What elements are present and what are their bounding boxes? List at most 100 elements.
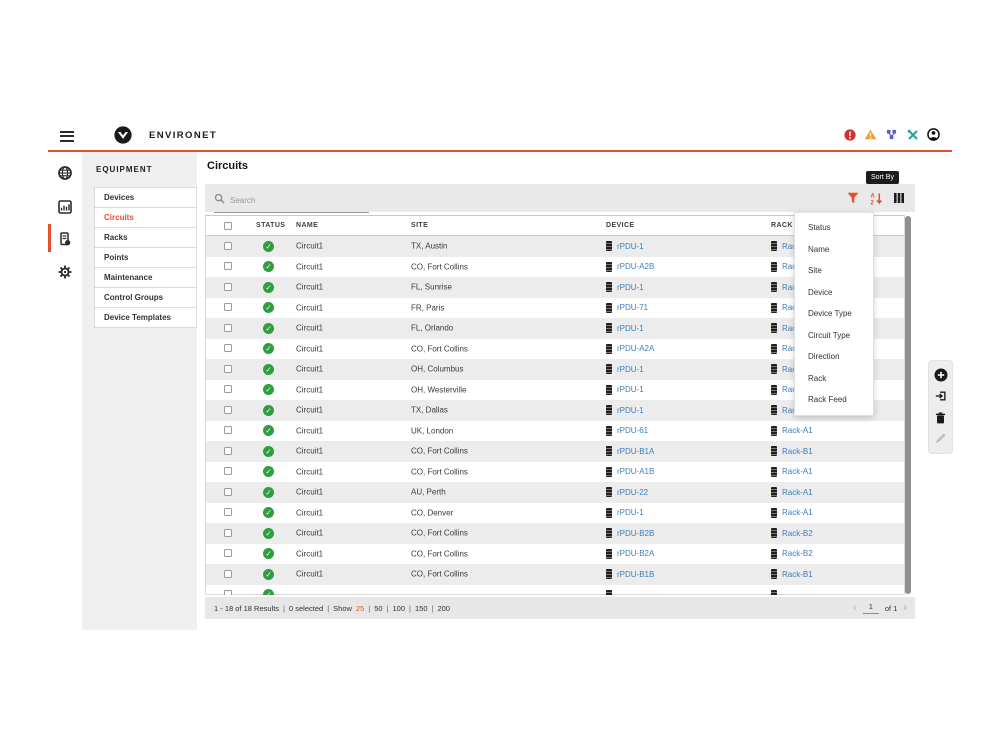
table-row[interactable]: ✓ Circuit1 CO, Fort Collins rPDU-A1B Rack-A1 — [206, 462, 904, 483]
rack-link[interactable]: Rack-A1 — [782, 467, 813, 477]
page-size-25[interactable]: 25 — [355, 604, 365, 613]
rack-link[interactable]: Rack-B1 — [782, 446, 813, 456]
table-row[interactable]: ✓ Circuit1 CO, Fort Collins rPDU-B1B Rack-B1 — [206, 564, 904, 585]
table-row[interactable]: ✓ Circuit1 AU, Perth rPDU-22 Rack-A1 — [206, 482, 904, 503]
maintenance-icon[interactable] — [906, 128, 919, 141]
rack-link[interactable]: Rac — [782, 323, 797, 333]
equipment-icon[interactable] — [58, 232, 72, 246]
device-link[interactable]: rPDU-1 — [617, 508, 644, 518]
search-input[interactable] — [230, 195, 360, 205]
column-header-name[interactable]: NAME — [296, 222, 319, 229]
row-checkbox[interactable] — [224, 569, 232, 578]
device-link[interactable]: rPDU-1 — [617, 405, 644, 415]
import-icon[interactable] — [934, 389, 948, 403]
device-link[interactable]: rPDU-1 — [617, 385, 644, 395]
row-checkbox[interactable] — [224, 282, 232, 291]
table-row[interactable]: ✓ Circuit1 FL, Sunrise rPDU-1 Rac — [206, 277, 904, 298]
sort-option-status[interactable]: Status — [808, 223, 831, 232]
select-all-checkbox[interactable] — [224, 222, 232, 230]
sort-option-circuit-type[interactable]: Circuit Type — [808, 330, 851, 340]
device-link[interactable]: rPDU-1 — [617, 282, 644, 292]
device-link[interactable]: rPDU-B1A — [617, 446, 655, 456]
device-link[interactable]: rPDU-A2B — [617, 262, 655, 272]
row-checkbox[interactable] — [224, 303, 232, 312]
page-size-200[interactable]: 200 — [437, 604, 450, 613]
row-checkbox[interactable] — [224, 344, 232, 353]
sort-option-rack-feed[interactable]: Rack Feed — [808, 395, 847, 404]
next-page-icon[interactable]: › — [903, 602, 907, 614]
table-row[interactable]: ✓ Circuit1 CO, Fort Collins rPDU-A2A Rac — [206, 339, 904, 360]
table-row[interactable]: ✓ Circuit1 CO, Fort Collins rPDU-A2B Rac — [206, 257, 904, 278]
menu-icon[interactable] — [60, 131, 74, 142]
row-checkbox[interactable] — [224, 385, 232, 394]
row-checkbox[interactable] — [224, 364, 232, 373]
device-link[interactable]: rPDU-22 — [617, 487, 649, 497]
row-checkbox[interactable] — [224, 446, 232, 455]
page-number-input[interactable]: 1 — [862, 602, 879, 614]
critical-alarm-icon[interactable] — [843, 128, 856, 141]
table-row[interactable]: ✓ Circuit1 CO, Fort Collins rPDU-B1A Rack-B1 — [206, 441, 904, 462]
add-icon[interactable] — [934, 368, 948, 382]
rack-link[interactable]: Rac — [782, 241, 797, 251]
edit-icon[interactable] — [934, 432, 948, 446]
rack-link[interactable]: Rac — [782, 364, 797, 374]
column-header-device[interactable]: DEVICE — [606, 222, 635, 229]
row-checkbox[interactable] — [224, 528, 232, 537]
table-row[interactable]: ✓ Circuit1 CO, Fort Collins rPDU-B2A Rack-B2 — [206, 544, 904, 565]
column-header-rack[interactable]: RACK — [771, 222, 793, 229]
user-account-icon[interactable] — [927, 128, 940, 141]
table-row[interactable]: ✓ Circuit1 CO, Fort Collins rPDU-B2B Rack-B2 — [206, 523, 904, 544]
device-link[interactable]: rPDU-1 — [617, 364, 644, 374]
device-link[interactable]: rPDU-71 — [617, 303, 649, 313]
device-link[interactable]: rPDU-1 — [617, 241, 644, 251]
sort-option-site[interactable]: Site — [808, 266, 822, 275]
column-header-site[interactable]: SITE — [411, 222, 429, 229]
warning-alarm-icon[interactable] — [864, 128, 877, 141]
rack-link[interactable]: Rac — [782, 282, 797, 292]
row-checkbox[interactable] — [224, 426, 232, 435]
globe-icon[interactable] — [58, 166, 72, 180]
rack-link[interactable]: Rack-A1 — [782, 508, 813, 518]
device-link[interactable]: rPDU-61 — [617, 426, 649, 436]
row-checkbox[interactable] — [224, 487, 232, 496]
rack-link[interactable]: Rack-B2 — [782, 549, 813, 559]
device-link[interactable]: rPDU-B2B — [617, 528, 655, 538]
table-scrollbar[interactable] — [905, 216, 911, 594]
sidebar-item-maintenance[interactable]: Maintenance — [94, 267, 197, 288]
device-link[interactable]: rPDU-A2A — [617, 344, 655, 354]
rack-link[interactable]: Rac — [782, 262, 797, 272]
row-checkbox[interactable] — [224, 323, 232, 332]
column-header-status[interactable]: STATUS — [256, 222, 286, 229]
rack-link[interactable]: Rack-B1 — [782, 569, 813, 579]
table-row[interactable]: ✓ Circuit1 OH, Columbus rPDU-1 Rac — [206, 359, 904, 380]
rack-link[interactable]: Rack-A1 — [782, 487, 813, 497]
table-row[interactable]: ✓ Circuit1 CO, Denver rPDU-1 Rack-A1 — [206, 503, 904, 524]
sort-option-rack[interactable]: Rack — [808, 373, 827, 383]
sidebar-item-control-groups[interactable]: Control Groups — [94, 287, 197, 308]
page-size-100[interactable]: 100 — [392, 604, 406, 613]
rack-link[interactable]: Rac — [782, 344, 797, 354]
table-row[interactable]: ✓ Circuit1 FL, Orlando rPDU-1 Rac — [206, 318, 904, 339]
filter-icon[interactable] — [846, 191, 860, 205]
sort-option-device[interactable]: Device — [808, 287, 833, 297]
delete-icon[interactable] — [934, 411, 948, 425]
device-link[interactable]: rPDU-B2A — [617, 549, 655, 559]
device-link[interactable]: rPDU-A1B — [617, 467, 655, 477]
row-checkbox[interactable] — [224, 467, 232, 476]
rack-link[interactable]: Rac — [782, 303, 797, 313]
row-checkbox[interactable] — [224, 508, 232, 517]
row-checkbox[interactable] — [224, 241, 232, 250]
row-checkbox[interactable] — [224, 405, 232, 414]
page-size-50[interactable]: 50 — [374, 604, 383, 613]
sidebar-item-points[interactable]: Points — [94, 247, 197, 268]
table-row[interactable]: ✓ Circuit1 UK, London rPDU-61 Rack-A1 — [206, 421, 904, 442]
row-checkbox[interactable] — [224, 590, 232, 595]
sidebar-item-devices[interactable]: Devices — [94, 187, 197, 208]
dashboard-icon[interactable] — [58, 200, 72, 214]
settings-gear-icon[interactable] — [58, 265, 72, 279]
network-icon[interactable] — [885, 128, 898, 141]
sidebar-item-circuits[interactable]: Circuits — [94, 207, 197, 228]
page-size-150[interactable]: 150 — [414, 604, 428, 613]
table-row[interactable]: ✓ — [206, 585, 904, 595]
